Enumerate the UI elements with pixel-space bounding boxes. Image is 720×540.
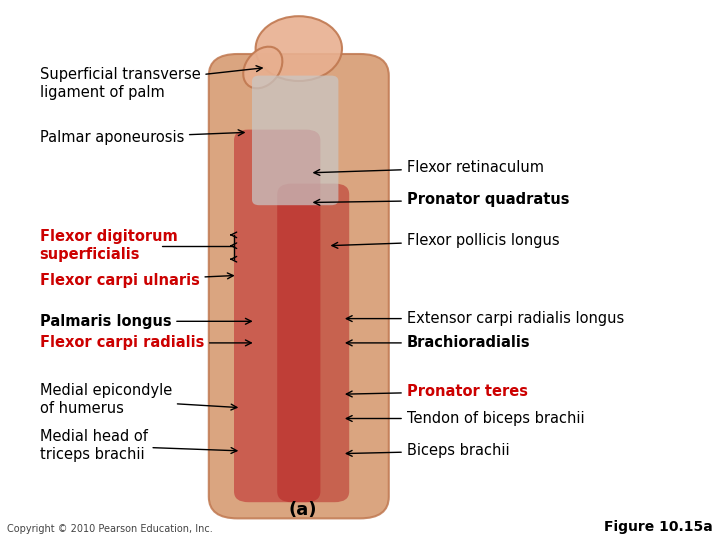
Text: Medial epicondyle
of humerus: Medial epicondyle of humerus — [40, 383, 237, 416]
Text: Flexor carpi ulnaris: Flexor carpi ulnaris — [40, 273, 233, 288]
Text: Pronator teres: Pronator teres — [346, 384, 528, 399]
Text: Palmaris longus: Palmaris longus — [40, 314, 251, 329]
Text: Biceps brachii: Biceps brachii — [346, 443, 510, 458]
Text: Figure 10.15a: Figure 10.15a — [604, 519, 713, 534]
Text: Copyright © 2010 Pearson Education, Inc.: Copyright © 2010 Pearson Education, Inc. — [7, 523, 213, 534]
FancyBboxPatch shape — [277, 184, 349, 502]
Text: Flexor digitorum
superficialis: Flexor digitorum superficialis — [40, 230, 177, 262]
FancyBboxPatch shape — [209, 54, 389, 518]
Ellipse shape — [243, 46, 282, 89]
FancyBboxPatch shape — [234, 130, 320, 502]
Text: Flexor retinaculum: Flexor retinaculum — [314, 160, 544, 176]
Text: (a): (a) — [288, 501, 317, 519]
Text: Medial head of
triceps brachii: Medial head of triceps brachii — [40, 429, 237, 462]
Text: Brachioradialis: Brachioradialis — [346, 335, 531, 350]
FancyBboxPatch shape — [252, 76, 338, 205]
Text: Flexor pollicis longus: Flexor pollicis longus — [332, 233, 559, 248]
Text: Extensor carpi radialis longus: Extensor carpi radialis longus — [346, 311, 624, 326]
Text: Flexor carpi radialis: Flexor carpi radialis — [40, 335, 251, 350]
Ellipse shape — [256, 16, 342, 81]
Text: Palmar aponeurosis: Palmar aponeurosis — [40, 130, 244, 145]
Text: Pronator quadratus: Pronator quadratus — [314, 192, 570, 207]
Text: Tendon of biceps brachii: Tendon of biceps brachii — [346, 411, 585, 426]
Text: Superficial transverse
ligament of palm: Superficial transverse ligament of palm — [40, 66, 262, 100]
